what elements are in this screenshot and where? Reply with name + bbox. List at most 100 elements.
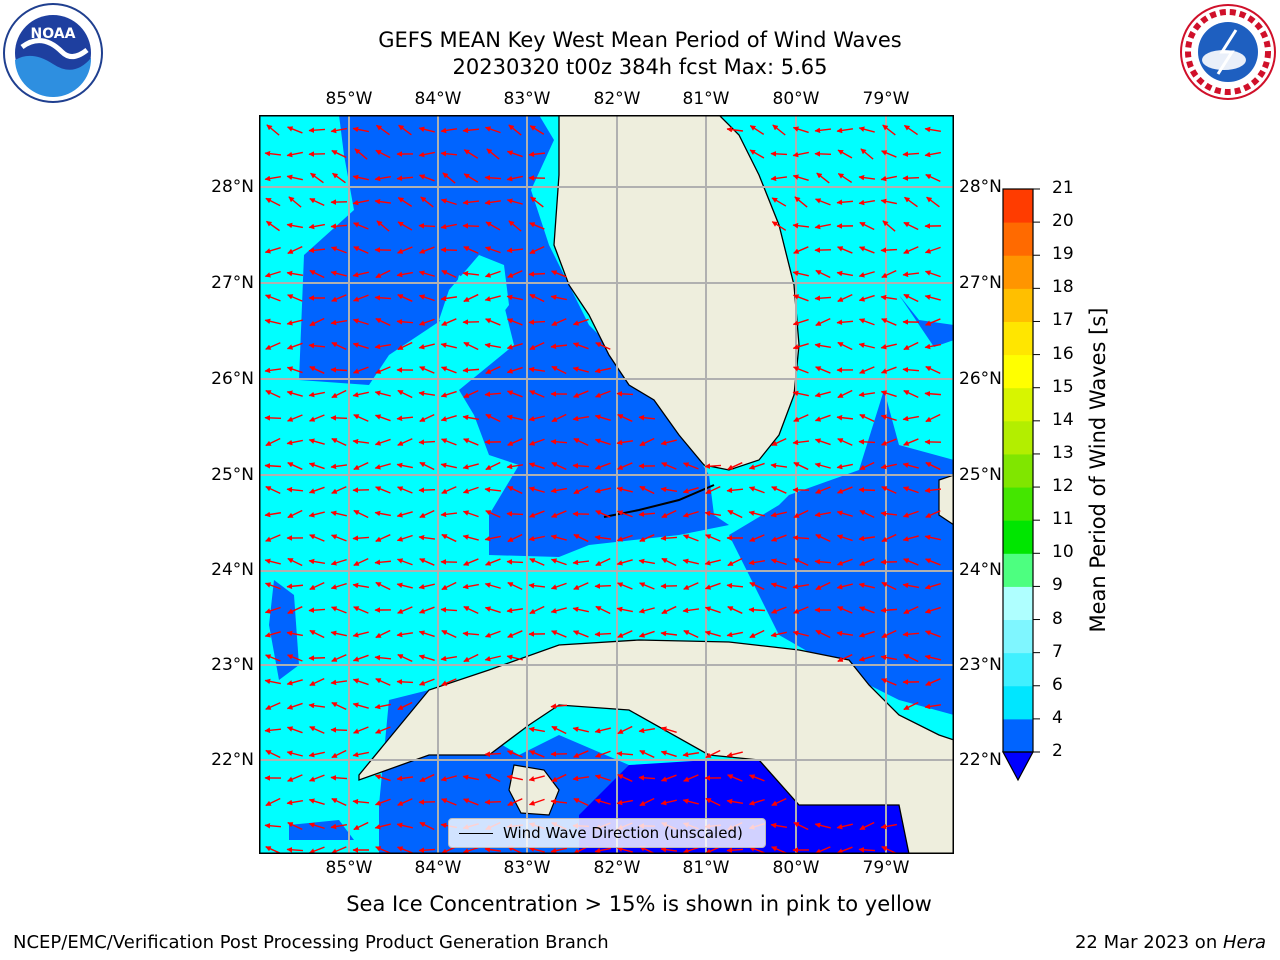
wind-wave-arrow: [837, 246, 853, 254]
wind-wave-arrow: [858, 439, 876, 445]
wind-wave-arrow: [858, 582, 875, 589]
wind-wave-arrow: [397, 246, 413, 254]
wind-wave-arrow: [352, 582, 370, 589]
wind-wave-arrow: [463, 173, 479, 183]
wind-wave-arrow: [837, 606, 853, 614]
wind-wave-arrow: [836, 463, 853, 470]
wind-wave-arrow: [484, 751, 502, 757]
wind-wave-arrow: [925, 678, 941, 686]
wind-wave-arrow: [858, 174, 876, 181]
wind-wave-arrow: [880, 607, 898, 614]
wind-wave-arrow: [308, 247, 326, 254]
wind-wave-arrow: [441, 630, 457, 638]
wind-wave-arrow: [353, 726, 369, 734]
wind-wave-arrow: [418, 151, 435, 158]
wind-wave-arrow: [463, 293, 479, 303]
wind-wave-arrow: [374, 294, 392, 301]
map-panel: [259, 115, 954, 854]
colorbar-tick-label: 4: [1052, 707, 1063, 728]
wind-wave-arrow: [816, 172, 830, 184]
wind-wave-arrow: [638, 774, 656, 781]
wind-wave-arrow: [815, 846, 831, 854]
wind-wave-arrow: [903, 438, 919, 446]
wind-wave-arrow: [331, 437, 347, 447]
wind-wave-arrow: [638, 630, 655, 638]
wind-wave-arrow: [308, 558, 326, 565]
wind-wave-arrow: [660, 486, 678, 493]
wind-wave-arrow: [528, 462, 545, 470]
wind-wave-arrow: [924, 654, 941, 661]
wind-wave-arrow: [507, 750, 523, 758]
lon-tick-top: 79°W: [862, 89, 910, 109]
wind-wave-arrow: [352, 294, 369, 302]
wind-wave-arrow: [882, 124, 896, 136]
wind-wave-arrow: [440, 415, 457, 422]
wind-wave-arrow: [507, 270, 523, 278]
wind-wave-arrow: [352, 174, 369, 181]
wind-wave-arrow: [616, 439, 634, 446]
wind-wave-arrow: [859, 366, 875, 374]
wind-wave-arrow: [727, 774, 743, 782]
wind-wave-arrow: [660, 846, 678, 853]
wind-wave-arrow: [924, 343, 942, 350]
wind-wave-arrow: [749, 629, 765, 639]
wind-wave-arrow: [924, 487, 942, 494]
wind-wave-arrow: [287, 126, 303, 134]
wind-wave-arrow: [792, 439, 810, 446]
wind-wave-arrow: [485, 413, 501, 423]
wind-wave-arrow: [748, 798, 765, 806]
wind-wave-arrow: [550, 558, 567, 566]
wind-wave-arrow: [330, 727, 348, 733]
wind-wave-arrow: [418, 318, 435, 326]
wind-wave-arrow: [418, 343, 435, 350]
wind-wave-arrow: [397, 341, 413, 351]
wind-wave-arrow: [793, 558, 809, 566]
wind-wave-arrow: [903, 341, 919, 351]
wind-wave-arrow: [770, 462, 788, 469]
wind-wave-arrow: [375, 269, 391, 279]
wind-wave-arrow: [352, 318, 369, 326]
wind-wave-arrow: [418, 606, 435, 614]
wind-wave-arrow: [859, 558, 875, 566]
wind-wave-arrow: [660, 799, 677, 806]
wind-wave-arrow: [309, 726, 325, 734]
wind-wave-arrow: [770, 151, 788, 157]
wind-wave-arrow: [814, 127, 832, 134]
wind-wave-arrow: [660, 535, 678, 541]
wind-wave-arrow: [397, 438, 413, 446]
wind-wave-arrow: [770, 822, 788, 829]
blue-region-atlantic-east: [729, 390, 954, 715]
wind-wave-arrow: [815, 486, 831, 494]
wind-wave-arrow: [550, 607, 567, 614]
wind-wave-arrow: [376, 124, 390, 136]
wind-wave-arrow: [462, 630, 480, 637]
wind-wave-arrow: [396, 822, 413, 829]
wind-wave-arrow: [264, 175, 282, 182]
lat-tick-right: 25°N: [959, 465, 1002, 485]
wind-wave-arrow: [308, 822, 325, 830]
lat-tick-right: 27°N: [959, 273, 1002, 293]
wind-wave-arrow: [551, 630, 567, 638]
wind-wave-arrow: [837, 653, 853, 663]
wind-wave-arrow: [880, 823, 897, 830]
colorbar-tick-label: 16: [1052, 343, 1074, 364]
wind-wave-arrow: [793, 246, 809, 254]
wind-wave-arrow: [331, 606, 347, 614]
noaa-logo: NOAA: [3, 3, 103, 103]
wind-wave-arrow: [858, 606, 875, 614]
wind-wave-arrow: [881, 486, 897, 494]
wind-wave-arrow: [286, 366, 303, 374]
wind-wave-arrow: [594, 583, 612, 589]
wind-wave-arrow: [374, 510, 391, 517]
wind-wave-arrow: [550, 582, 567, 590]
wind-wave-arrow: [484, 246, 501, 254]
wind-wave-arrow: [858, 271, 875, 278]
wind-wave-arrow: [727, 606, 743, 614]
lat-tick-right: 28°N: [959, 177, 1002, 197]
wind-wave-arrow: [462, 774, 479, 781]
wind-wave-arrow: [858, 487, 876, 493]
colorbar-tick-label: 12: [1052, 476, 1074, 497]
wind-wave-arrow: [331, 341, 347, 351]
wind-wave-arrow: [308, 751, 325, 758]
wind-wave-arrow: [265, 389, 281, 399]
